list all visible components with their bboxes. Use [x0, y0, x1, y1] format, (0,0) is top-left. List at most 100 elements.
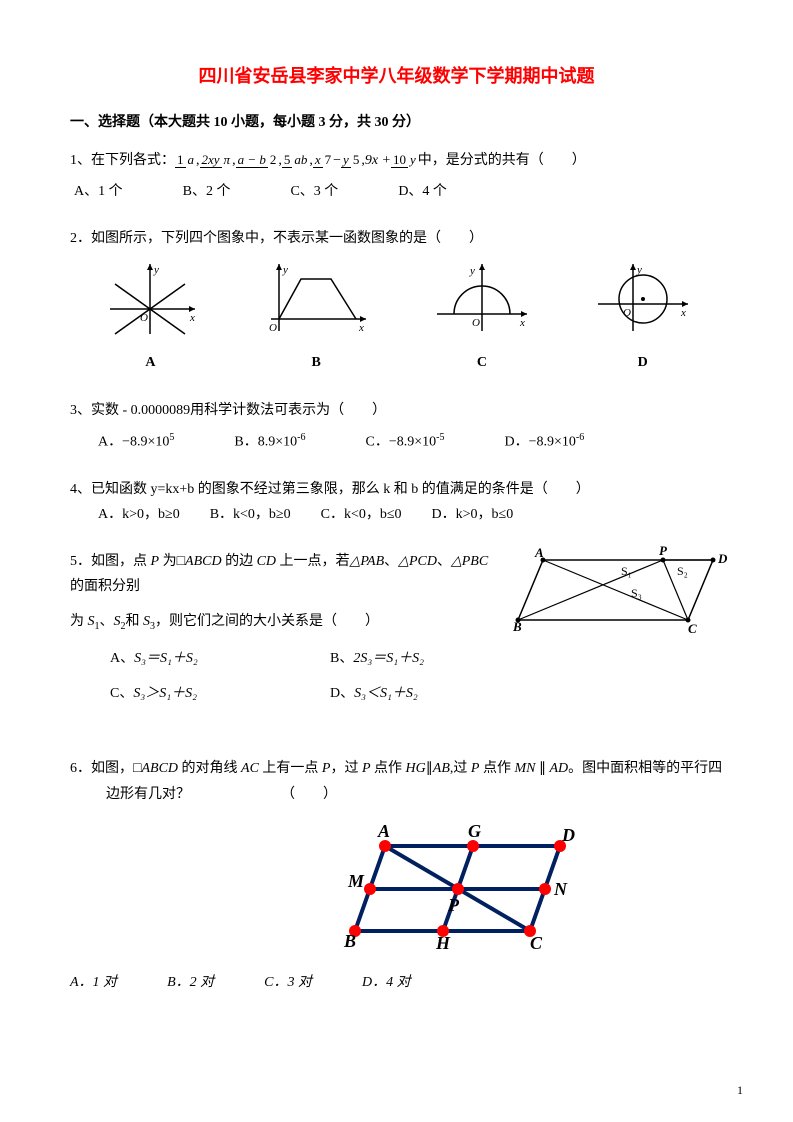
q5-c2: 、 [437, 554, 451, 569]
svg-text:C: C [688, 621, 697, 635]
svg-text:H: H [435, 933, 451, 951]
q5-c1: 、 [384, 554, 398, 569]
svg-text:D: D [561, 825, 575, 845]
q1-f7: 9x + [365, 148, 391, 173]
svg-text:B: B [343, 931, 356, 951]
q1-f6d: 5 [351, 152, 362, 167]
q6-t8: 。图中面积相等的平行四 [568, 761, 722, 776]
svg-text:P: P [447, 895, 460, 915]
q4-opt-c: C．k<0，b≤0 [321, 502, 402, 527]
q4-opt-b: B．k<0，b≥0 [210, 502, 291, 527]
q6-t1: 6．如图， [70, 761, 133, 776]
q5-cd: CD [257, 554, 276, 569]
q2-graph-c: y x O C [432, 259, 532, 375]
svg-text:S₁: S₁ [621, 564, 632, 578]
q6-ad: AD [549, 761, 568, 776]
question-4: 4、已知函数 y=kx+b 的图象不经过第三象限，那么 k 和 b 的值满足的条… [70, 477, 723, 527]
q1-f1n: 1 [175, 152, 186, 168]
q5-opt-b: B、2S₃＝S₁＋S₂ [330, 646, 550, 671]
q6-t2: 的对角线 [178, 761, 241, 776]
q5-sq: □ [177, 554, 185, 569]
q1-f4n: 5 [282, 152, 293, 168]
q3-opt-a: A．−8.9×105 [98, 429, 174, 455]
q6-t7: 点作 [479, 761, 514, 776]
q5-tri2: △PCD [398, 554, 437, 569]
svg-text:y: y [469, 265, 475, 277]
q6-ab: AB [433, 761, 450, 776]
q3-text: 3、实数 - 0.0000089用科学计数法可表示为（ ） [70, 398, 723, 423]
q6-t3: 上有一点 [259, 761, 322, 776]
q1-f8n: 10 [391, 152, 408, 168]
section-heading: 一、选择题（本大题共 10 小题，每小题 3 分，共 30 分） [70, 110, 723, 135]
q6-opt-d: D．4 对 [362, 970, 411, 995]
q1-f3d: 2 [268, 152, 279, 167]
svg-text:O: O [472, 317, 480, 329]
q5-t8: 和 [126, 614, 144, 629]
q6-opt-b: B．2 对 [167, 970, 214, 995]
svg-text:M: M [347, 871, 365, 891]
q6-t5: 点作 [371, 761, 406, 776]
svg-text:O: O [140, 312, 148, 324]
svg-text:O: O [269, 322, 277, 334]
svg-text:y: y [153, 264, 159, 276]
q1-opt-c: C、3 个 [290, 179, 338, 204]
svg-text:x: x [519, 317, 525, 329]
q4-opt-d: D．k>0，b≤0 [432, 502, 514, 527]
q3-opt-b: B．8.9×10-6 [234, 429, 305, 455]
q3-opt-c: C．−8.9×10-5 [365, 429, 444, 455]
svg-text:y: y [282, 264, 288, 276]
q6-p2: P [362, 761, 371, 776]
q1-f3n: a − b [236, 152, 268, 168]
q2-graph-a: y x O A [100, 259, 200, 375]
q3-opt-d: D．−8.9×10-6 [504, 429, 584, 455]
q6-hg: HG [406, 761, 426, 776]
q6-line2: 边形有几对？ （ ） [106, 782, 723, 807]
question-3: 3、实数 - 0.0000089用科学计数法可表示为（ ） A．−8.9×105… [70, 398, 723, 455]
graph-d-svg: y x O [593, 259, 693, 339]
svg-text:G: G [468, 821, 481, 841]
q1-f8d: y [408, 152, 418, 167]
q5-opt-d: D、S₃＜S₁＋S₂ [330, 681, 550, 706]
svg-text:A: A [377, 821, 390, 841]
q5-tri3: △PBC [451, 554, 488, 569]
q4-opt-a: A．k>0，b≥0 [98, 502, 180, 527]
q2-label-b: B [261, 350, 371, 375]
q6-t4: ，过 [330, 761, 362, 776]
q1-f6n: y [341, 152, 351, 168]
q2-label-d: D [593, 350, 693, 375]
svg-text:P: P [659, 545, 668, 558]
svg-text:S₂: S₂ [677, 564, 688, 578]
q2-graph-b: y x O B [261, 259, 371, 375]
q6-ac: AC [241, 761, 259, 776]
svg-text:C: C [530, 933, 543, 951]
q2-graph-d: y x O D [593, 259, 693, 375]
q1-f2d: π [222, 152, 233, 167]
svg-text:x: x [358, 322, 364, 334]
q5-t7: 、 [100, 614, 114, 629]
svg-text:N: N [553, 879, 568, 899]
q1-lead: 1、在下列各式： [70, 148, 175, 173]
q5-abcd: ABCD [185, 554, 222, 569]
q6-diagram: A G D M N P B H C [330, 821, 723, 960]
svg-text:D: D [717, 551, 728, 566]
q2-label-a: A [100, 350, 200, 375]
svg-text:O: O [623, 307, 631, 319]
q1-f2n: 2xy [200, 152, 222, 168]
q4-text: 4、已知函数 y=kx+b 的图象不经过第三象限，那么 k 和 b 的值满足的条… [70, 477, 723, 502]
svg-text:x: x [680, 307, 686, 319]
q2-text: 2．如图所示，下列四个图象中，不表示某一函数图象的是（ ） [70, 226, 723, 251]
question-1: 1、在下列各式： 1a, 2xyπ, a − b2, 5ab, x7 − y5,… [70, 148, 723, 204]
q5-t5: 的面积分别 [70, 579, 140, 594]
graph-c-svg: y x O [432, 259, 532, 339]
q1-f5n: x [313, 152, 323, 168]
q1-f1d: a [186, 152, 197, 167]
svg-text:S₃: S₃ [631, 586, 642, 600]
q5-opt-a: A、S₃＝S₁＋S₂ [110, 646, 330, 671]
q1-tail: 中，是分式的共有（ ） [418, 148, 586, 173]
q6-t6: ,过 [450, 761, 471, 776]
q6-opt-c: C．3 对 [264, 970, 312, 995]
graph-b-svg: y x O [261, 259, 371, 339]
q5-diagram: A D B C P S₁ S₂ S₃ [513, 545, 743, 644]
question-5: 5．如图，点 P 为□ABCD 的边 CD 上一点，若△PAB、△PCD、△PB… [70, 549, 723, 707]
q6-par: ∥ [426, 761, 433, 776]
